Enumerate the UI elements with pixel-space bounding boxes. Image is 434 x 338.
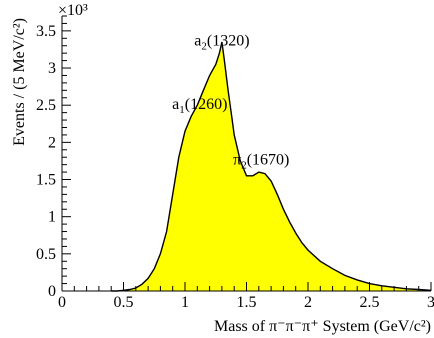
histogram-outline — [111, 41, 432, 292]
x-tick-label: 0.5 — [114, 294, 134, 311]
axis-ticks — [61, 15, 432, 292]
x-tick-label: 2.5 — [360, 294, 380, 311]
y-tick-label: 3 — [48, 60, 56, 77]
x-axis-title: Mass of π⁻π⁻π⁺ System (GeV/c²) — [214, 318, 431, 335]
y-multiplier-label: ×10³ — [58, 2, 88, 19]
x-tick-label: 0 — [58, 294, 66, 311]
y-tick-label: 2.5 — [36, 97, 56, 114]
resonance-label: a2(1320) — [194, 33, 249, 53]
axis-tick-labels: 0 0.5 1 1.5 2 2.5 3 0 0.5 1 1.5 2 2.5 3 3.5 — [36, 23, 434, 311]
histogram-fill — [111, 42, 431, 291]
x-tick-label: 1.5 — [237, 294, 257, 311]
x-tick-label: 3 — [427, 294, 434, 311]
y-tick-label: 3.5 — [36, 23, 56, 40]
plot-area — [111, 41, 432, 292]
y-tick-label: 1.5 — [36, 172, 56, 189]
y-tick-label: 0.5 — [36, 246, 56, 263]
x-tick-label: 2 — [304, 294, 312, 311]
y-tick-label: 0 — [48, 283, 56, 300]
y-axis-title: Events / (5 MeV/c²) — [11, 18, 28, 146]
resonance-label: a1(1260) — [172, 96, 227, 116]
y-tick-label: 1 — [48, 209, 56, 226]
resonance-label: π2(1670) — [233, 152, 289, 172]
y-tick-label: 2 — [48, 134, 56, 151]
annotations: a2(1320) a1(1260) π2(1670) — [172, 33, 289, 172]
x-tick-label: 1 — [181, 294, 189, 311]
